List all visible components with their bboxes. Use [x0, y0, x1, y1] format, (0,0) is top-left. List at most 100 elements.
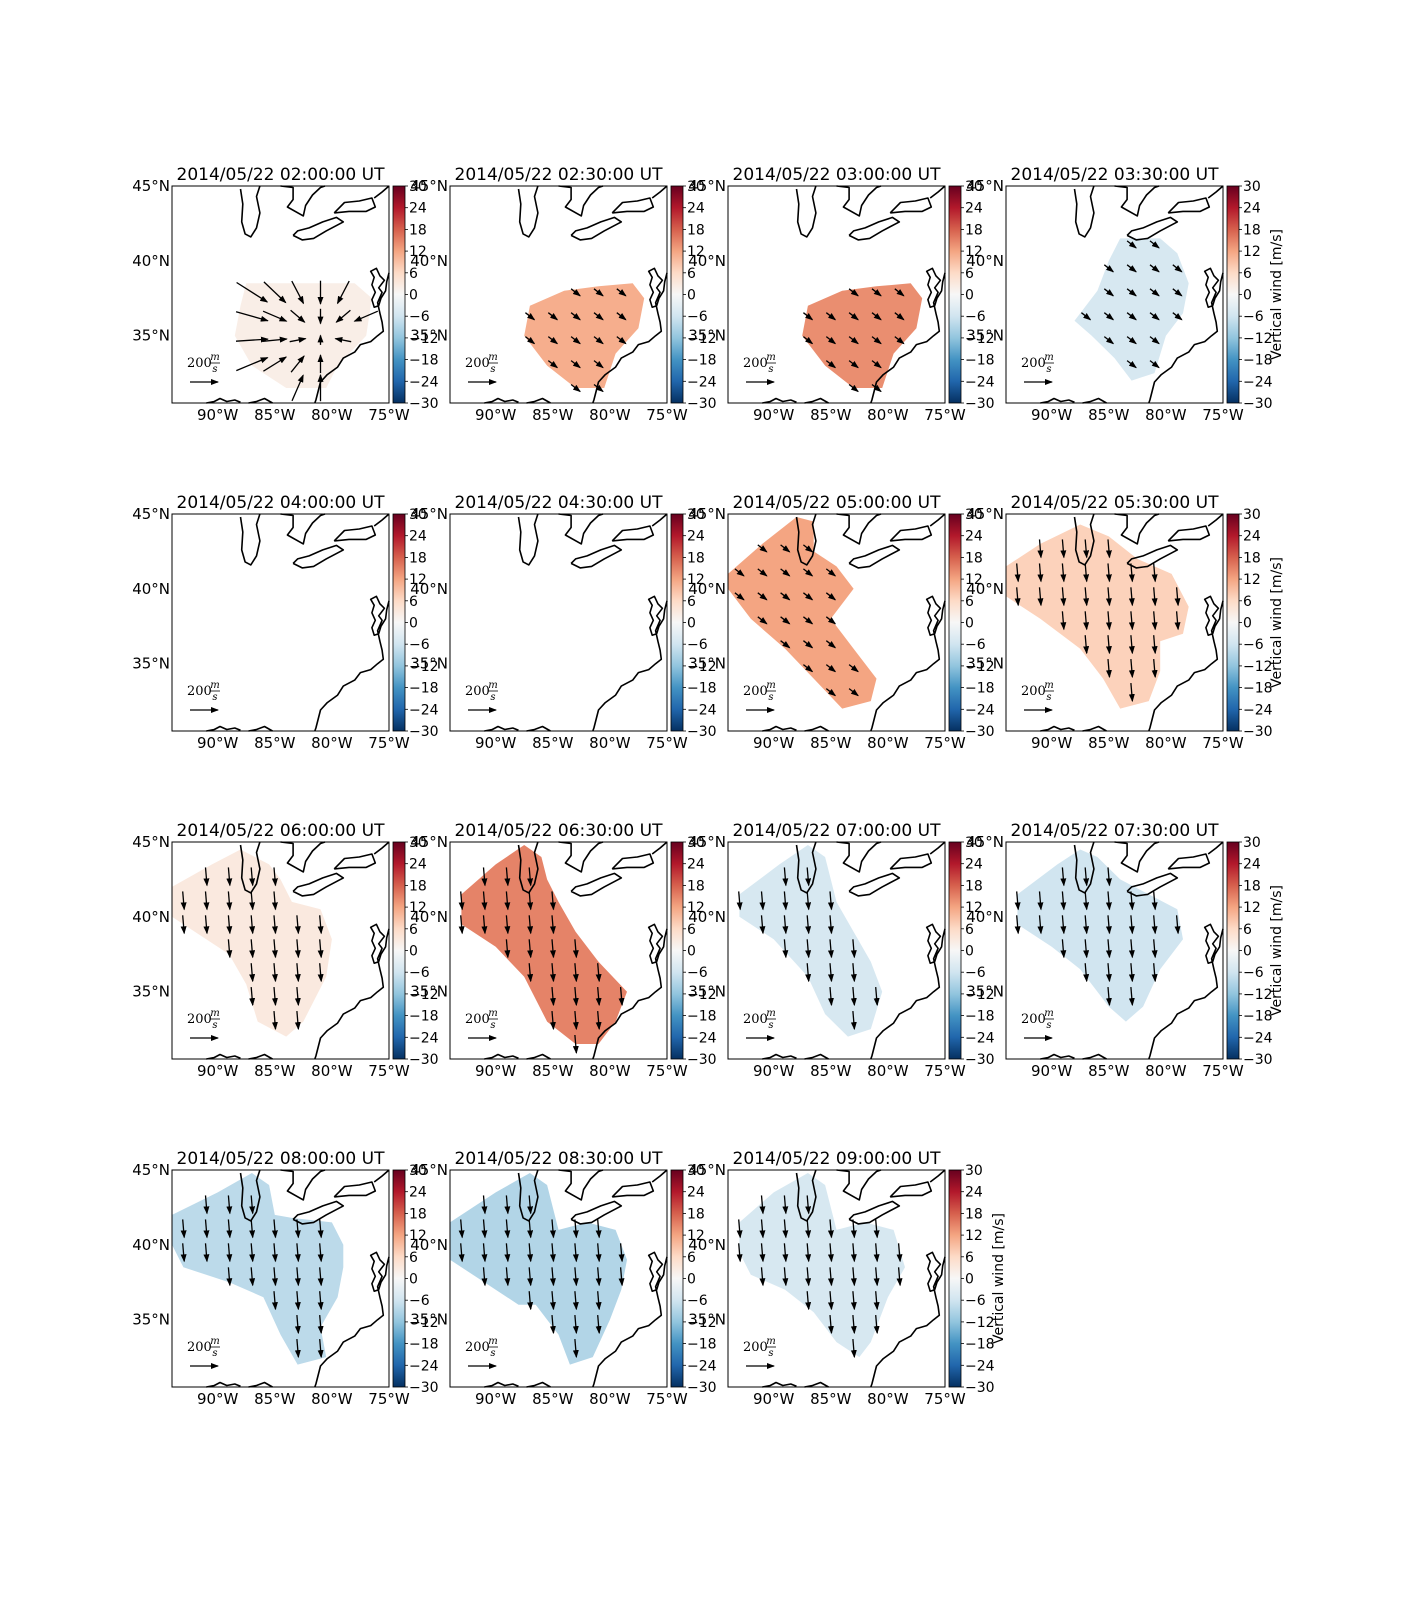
- wind-arrow: [334, 337, 352, 343]
- wind-arrow: [271, 1267, 278, 1287]
- wind-arrow: [572, 1291, 579, 1311]
- colorbar-tick-label: −30: [687, 1052, 717, 1068]
- wind-arrow: [825, 360, 837, 369]
- wind-arrow: [850, 1219, 857, 1239]
- longitude-tick-label: 90°W: [475, 1062, 517, 1080]
- wind-arrow: [527, 1243, 534, 1263]
- wind-arrow: [805, 1195, 812, 1215]
- longitude-tick-label: 80°W: [311, 406, 353, 424]
- wind-arrow: [1060, 891, 1067, 911]
- wind-arrow: [894, 312, 905, 321]
- wind-arrow: [1037, 587, 1044, 607]
- wind-arrow: [757, 568, 768, 577]
- reference-unit-denominator: s: [490, 1348, 495, 1359]
- coastline: [526, 725, 551, 732]
- colorbar-tick-label: 24: [1243, 529, 1261, 545]
- coastline: [1073, 185, 1095, 238]
- colorbar-tick-label: −18: [965, 1009, 995, 1025]
- coastline: [1114, 513, 1160, 545]
- latitude-tick-label: 35°N: [132, 655, 170, 673]
- wind-arrow: [894, 336, 905, 345]
- vertical-wind-region: [461, 845, 627, 1044]
- wind-arrow: [249, 1267, 256, 1287]
- colorbar-tick-label: −12: [965, 659, 995, 675]
- wind-arrow: [481, 1195, 488, 1215]
- wind-arrow: [203, 867, 210, 887]
- colorbar-tick-label: 30: [965, 179, 983, 195]
- colorbar-tick-label: 30: [409, 835, 427, 851]
- colorbar-tick-label: −6: [687, 1293, 708, 1309]
- colorbar-tick-label: −12: [409, 1315, 439, 1331]
- reference-unit-numerator: m: [1044, 680, 1053, 691]
- coastline: [1148, 267, 1224, 404]
- colorbar-tick-label: 6: [409, 594, 418, 610]
- colorbar-tick-label: −30: [409, 1380, 439, 1396]
- coastline: [592, 595, 668, 732]
- map-frame: [449, 841, 668, 1060]
- colorbar: 30 24 18 12 6 0 −6 −12 −18 −24 −30 Vertical wind [m…: [1226, 835, 1285, 1068]
- wind-arrow: [805, 891, 812, 911]
- wind-arrow: [873, 987, 880, 1007]
- coastline: [1082, 397, 1107, 404]
- colorbar-tick-label: 6: [687, 922, 696, 938]
- coastline: [848, 872, 901, 897]
- wind-arrow: [782, 867, 789, 887]
- colorbar: 30 24 18 12 6 0 −6 −12 −18 −24 −30 Vertical wind [m…: [1226, 179, 1285, 412]
- colorbar-tick-label: −12: [687, 659, 717, 675]
- wind-arrow: [335, 309, 351, 323]
- wind-arrow: [805, 1267, 812, 1287]
- colorbar-tick-label: −6: [965, 637, 986, 653]
- wind-arrow: [504, 891, 511, 911]
- colorbar-tick-label: 30: [687, 1163, 705, 1179]
- colorbar-tick-label: −6: [965, 309, 986, 325]
- wind-arrow: [1060, 587, 1067, 607]
- wind-arrow: [825, 640, 837, 649]
- longitude-tick-label: 85°W: [254, 1062, 296, 1080]
- wind-arrow: [1126, 288, 1137, 297]
- coastline: [651, 513, 668, 527]
- coastline: [611, 197, 655, 214]
- coastline: [570, 872, 623, 897]
- colorbar-tick-label: 0: [409, 944, 418, 960]
- colorbar-tick-label: 6: [687, 594, 696, 610]
- wind-arrow: [803, 568, 814, 577]
- colorbar-tick-label: −24: [409, 374, 439, 390]
- panel-title: 2014/05/22 08:00:00 UT: [177, 1149, 386, 1169]
- wind-arrow: [782, 915, 789, 935]
- colorbar-tick-label: 30: [687, 835, 705, 851]
- colorbar-tick-label: −6: [687, 965, 708, 981]
- colorbar-tick-label: −30: [687, 1380, 717, 1396]
- wind-arrow: [1151, 915, 1158, 935]
- wind-arrow: [203, 1243, 210, 1263]
- wind-arrow: [317, 1291, 324, 1311]
- coastline: [929, 185, 946, 199]
- wind-arrow: [1128, 915, 1135, 935]
- longitude-tick-label: 90°W: [197, 1390, 239, 1408]
- wind-arrow: [458, 1243, 465, 1263]
- wind-arrow: [618, 987, 625, 1007]
- colorbar-tick-label: −12: [687, 987, 717, 1003]
- colorbar-tick-label: −30: [965, 724, 995, 740]
- wind-arrow: [1149, 312, 1160, 321]
- wind-arrow: [873, 1315, 880, 1335]
- colorbar-tick-label: −6: [1243, 637, 1264, 653]
- wind-arrow: [1014, 563, 1021, 583]
- colorbar-tick-label: −18: [409, 1009, 439, 1025]
- coastline: [558, 841, 604, 873]
- wind-arrow: [1103, 288, 1115, 297]
- reference-arrow-label: 200: [187, 1012, 212, 1027]
- colorbar-tick-label: −12: [965, 331, 995, 347]
- longitude-tick-label: 80°W: [311, 734, 353, 752]
- wind-arrow: [504, 1195, 511, 1215]
- wind-arrow: [803, 592, 814, 601]
- panel-title: 2014/05/22 04:00:00 UT: [177, 493, 386, 513]
- latitude-tick-label: 45°N: [966, 505, 1004, 523]
- colorbar-tick-label: −24: [1243, 374, 1273, 390]
- wind-arrow: [782, 939, 789, 959]
- wind-arrow: [827, 939, 834, 959]
- coastline: [280, 513, 326, 545]
- wind-arrow: [262, 336, 288, 343]
- coastline: [848, 544, 901, 569]
